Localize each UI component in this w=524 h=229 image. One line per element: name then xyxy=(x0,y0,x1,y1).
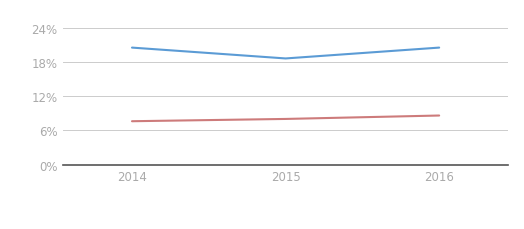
(TN) State Average xyxy=(282,118,289,121)
Shelby Oaks Elementary School xyxy=(436,47,442,50)
Shelby Oaks Elementary School xyxy=(129,47,135,50)
Line: Shelby Oaks Elementary School: Shelby Oaks Elementary School xyxy=(132,48,439,59)
(TN) State Average xyxy=(129,120,135,123)
(TN) State Average xyxy=(436,115,442,117)
Line: (TN) State Average: (TN) State Average xyxy=(132,116,439,122)
Shelby Oaks Elementary School xyxy=(282,58,289,60)
